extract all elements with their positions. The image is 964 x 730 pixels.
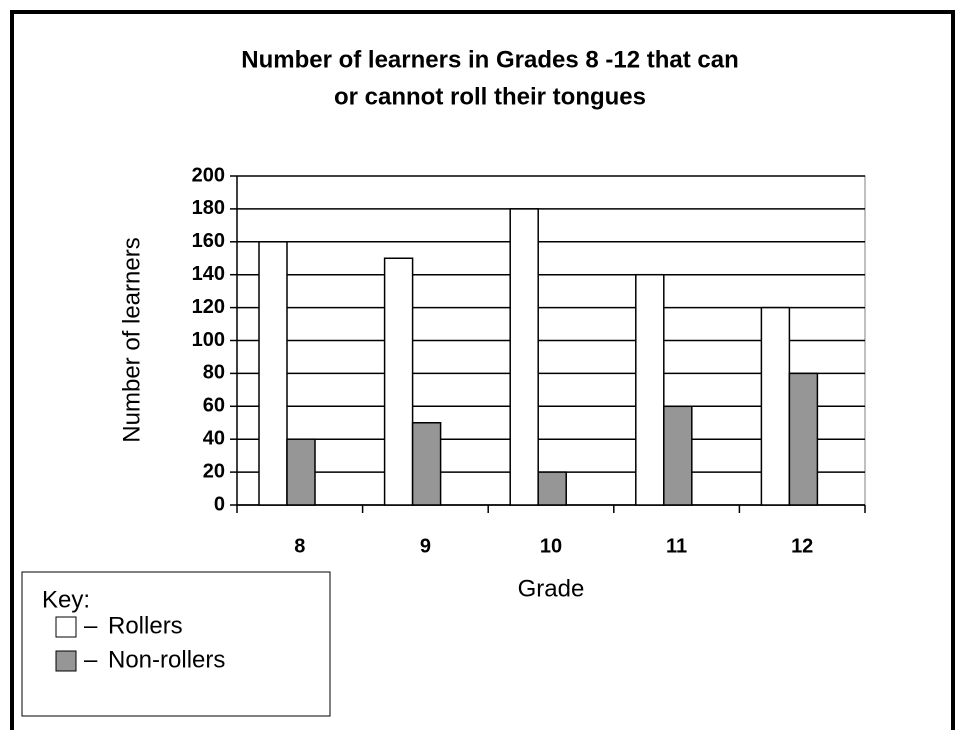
legend-dash: – — [84, 646, 98, 673]
legend-dash: – — [84, 612, 98, 639]
y-tick-label: 180 — [192, 197, 225, 219]
legend-swatch — [55, 650, 77, 672]
y-tick-label: 160 — [192, 230, 225, 252]
y-tick-label: 60 — [203, 395, 225, 417]
bar — [383, 257, 414, 506]
legend-title: Key: — [42, 586, 90, 613]
chart-title: Number of learners in Grades 8 -12 that … — [241, 46, 739, 73]
chart-title: or cannot roll their tongues — [334, 83, 646, 110]
bar — [635, 273, 665, 506]
bar — [286, 438, 316, 506]
x-tick-label: 10 — [540, 535, 562, 557]
legend-swatch — [55, 616, 77, 638]
x-tick-label: 12 — [791, 535, 813, 557]
y-tick-label: 100 — [192, 329, 225, 351]
y-tick-label: 140 — [192, 263, 225, 285]
y-tick-label: 120 — [192, 296, 225, 318]
x-axis-label: Grade — [518, 575, 585, 602]
bar — [760, 306, 791, 506]
x-tick-label: 8 — [294, 535, 305, 557]
bar — [663, 405, 693, 506]
legend-label: Non-rollers — [108, 646, 225, 673]
x-tick-label: 11 — [666, 535, 687, 557]
x-tick-label: 9 — [420, 535, 431, 557]
legend-label: Rollers — [108, 612, 183, 639]
bar — [788, 372, 819, 506]
y-tick-label: 0 — [214, 493, 225, 515]
bar — [258, 241, 288, 506]
bar — [537, 471, 567, 506]
y-tick-label: 200 — [192, 164, 225, 186]
y-axis-label: Number of learners — [118, 237, 145, 442]
y-tick-label: 40 — [203, 427, 225, 449]
legend-box — [21, 571, 331, 717]
bar — [411, 422, 442, 506]
bar — [509, 208, 539, 506]
y-tick-label: 80 — [203, 362, 225, 384]
y-tick-label: 20 — [203, 460, 225, 482]
